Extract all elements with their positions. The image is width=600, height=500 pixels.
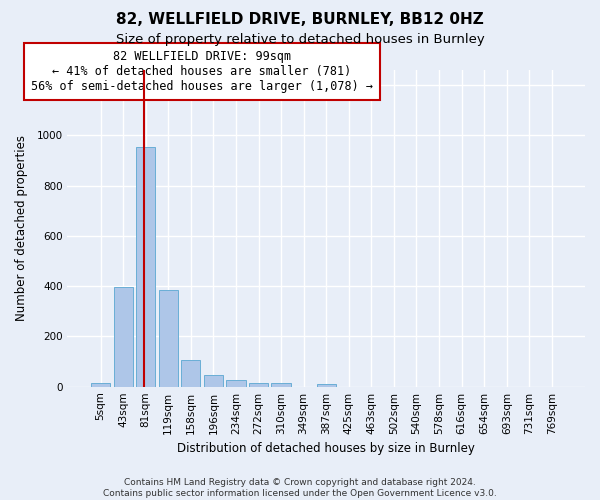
Text: 82 WELLFIELD DRIVE: 99sqm
← 41% of detached houses are smaller (781)
56% of semi: 82 WELLFIELD DRIVE: 99sqm ← 41% of detac… [31, 50, 373, 93]
Text: Size of property relative to detached houses in Burnley: Size of property relative to detached ho… [116, 32, 484, 46]
Bar [158, 290, 178, 386]
Text: Contains HM Land Registry data © Crown copyright and database right 2024.
Contai: Contains HM Land Registry data © Crown c… [103, 478, 497, 498]
Bar [271, 384, 290, 386]
Bar [226, 380, 245, 386]
Bar [317, 384, 336, 386]
Bar [113, 288, 133, 386]
Bar [181, 360, 200, 386]
Bar [249, 383, 268, 386]
X-axis label: Distribution of detached houses by size in Burnley: Distribution of detached houses by size … [177, 442, 475, 455]
Bar [136, 146, 155, 386]
Bar [204, 374, 223, 386]
Text: 82, WELLFIELD DRIVE, BURNLEY, BB12 0HZ: 82, WELLFIELD DRIVE, BURNLEY, BB12 0HZ [116, 12, 484, 28]
Bar [91, 384, 110, 386]
Y-axis label: Number of detached properties: Number of detached properties [15, 136, 28, 322]
